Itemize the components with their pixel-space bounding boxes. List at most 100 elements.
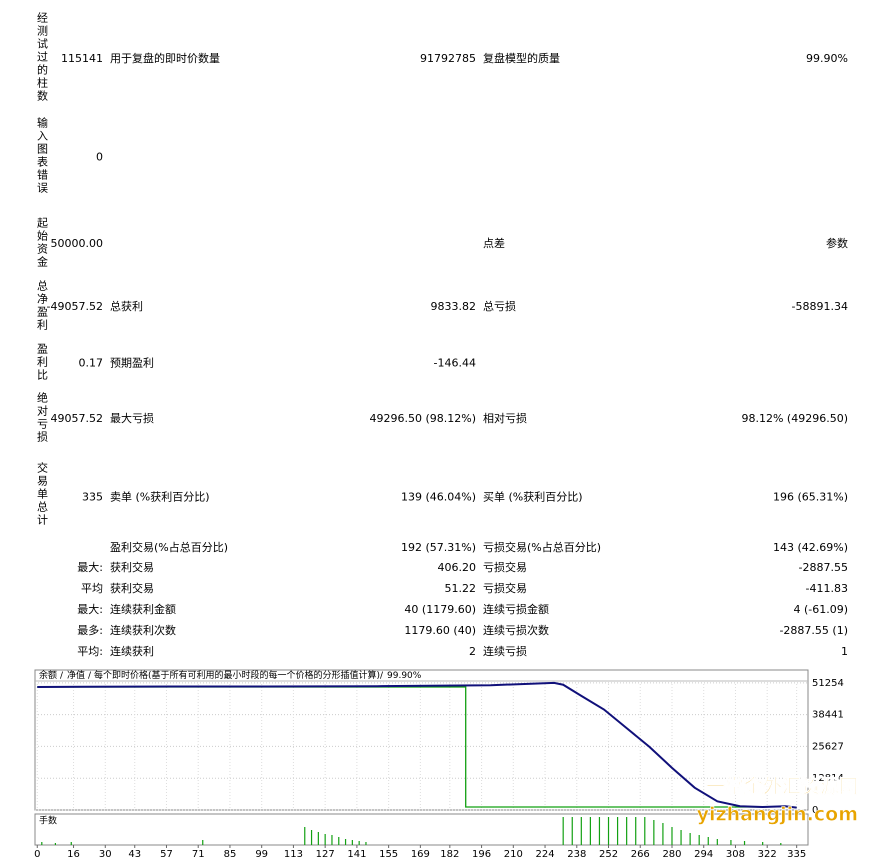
stat-value: -2887.55 (1) xyxy=(779,624,848,637)
summary-label: 起始资金 xyxy=(36,217,49,269)
stat-row-label: 最大: xyxy=(77,602,103,616)
stat-value: 9833.82 xyxy=(431,300,477,313)
x-tick-label: 210 xyxy=(504,849,523,860)
stat-label: 连续获利金额 xyxy=(110,602,176,616)
stat-value: 40 (1179.60) xyxy=(404,603,476,616)
legend-sep: / xyxy=(380,671,384,681)
x-tick-label: 252 xyxy=(599,849,618,860)
x-tick-label: 113 xyxy=(284,849,303,860)
stat-value: -58891.34 xyxy=(792,300,848,313)
stat-label: 相对亏损 xyxy=(483,411,527,425)
summary-value: 0.17 xyxy=(79,357,104,370)
stat-label: 总获利 xyxy=(110,299,143,313)
stat-value: 2 xyxy=(469,645,476,658)
stat-value: 139 (46.04%) xyxy=(401,491,476,504)
x-tick-label: 43 xyxy=(128,849,141,860)
summary-value: 335 xyxy=(82,491,103,504)
stat-row-label: 平均: xyxy=(77,645,103,658)
stat-label: 亏损交易 xyxy=(483,560,527,574)
summary-label: 总净盈利 xyxy=(36,279,49,332)
stat-value: -146.44 xyxy=(434,357,476,370)
stat-label: 亏损交易 xyxy=(483,581,527,595)
stat-label: 卖单 (%获利百分比) xyxy=(110,491,210,504)
stat-value: 406.20 xyxy=(438,561,477,574)
x-tick-label: 308 xyxy=(726,849,745,860)
x-tick-label: 30 xyxy=(99,849,112,860)
x-tick-label: 127 xyxy=(316,849,335,860)
y-tick-label: 0 xyxy=(812,805,818,816)
x-tick-label: 16 xyxy=(67,849,80,860)
x-tick-label: 99 xyxy=(255,849,268,860)
x-tick-label: 85 xyxy=(224,849,237,860)
summary-value: 50000.00 xyxy=(51,237,104,250)
legend-quality: 99.90% xyxy=(387,671,422,681)
stat-label: 亏损交易(%占总百分比) xyxy=(483,540,601,554)
stat-value: 196 (65.31%) xyxy=(773,491,848,504)
stat-value: 98.12% (49296.50) xyxy=(741,412,848,425)
summary-value: 49057.52 xyxy=(51,412,104,425)
stat-value: 99.90% xyxy=(806,52,848,65)
x-tick-label: 238 xyxy=(567,849,586,860)
stat-label: 最大亏损 xyxy=(110,411,154,425)
stat-label: 获利交易 xyxy=(110,560,154,574)
stat-label: 预期盈利 xyxy=(110,357,154,370)
chart-frame xyxy=(34,669,809,811)
stat-value: 192 (57.31%) xyxy=(401,541,476,554)
stat-row-label: 平均 xyxy=(81,582,103,595)
x-tick-label: 182 xyxy=(440,849,459,860)
x-tick-label: 196 xyxy=(472,849,491,860)
y-tick-label: 12814 xyxy=(812,773,844,784)
stat-value: -411.83 xyxy=(806,582,848,595)
summary-label: 经测试过的柱数 xyxy=(36,12,49,103)
volume-label: 手数 xyxy=(39,815,57,827)
stat-value: -2887.55 xyxy=(799,561,848,574)
x-tick-label: 266 xyxy=(631,849,650,860)
summary-label: 绝对亏损 xyxy=(36,391,49,444)
x-tick-label: 141 xyxy=(347,849,366,860)
stat-value: 143 (42.69%) xyxy=(773,541,848,554)
stat-value: 4 (-61.09) xyxy=(793,603,848,616)
stat-label: 复盘模型的质量 xyxy=(483,51,560,65)
summary-value: 0 xyxy=(96,151,103,164)
x-tick-label: 57 xyxy=(160,849,173,860)
stat-value: 91792785 xyxy=(420,52,476,65)
stat-label: 连续亏损次数 xyxy=(483,623,549,637)
summary-label: 交易单总计 xyxy=(36,461,49,527)
stat-value: 51.22 xyxy=(445,582,477,595)
watermark: 一掌金外汇资源网 xyxy=(706,775,858,798)
summary-label: 输入图表错误 xyxy=(36,116,49,195)
x-tick-label: 294 xyxy=(694,849,713,860)
series-line xyxy=(37,681,797,809)
watermark: yizhangjin.com xyxy=(697,804,858,826)
stat-row-label: 最大: xyxy=(77,560,103,574)
stat-label: 盈利交易(%占总百分比) xyxy=(110,540,228,554)
stat-label: 点差 xyxy=(483,236,505,250)
stat-value: 49296.50 (98.12%) xyxy=(369,412,476,425)
x-tick-label: 71 xyxy=(192,849,205,860)
x-tick-label: 155 xyxy=(379,849,398,860)
stat-label: 连续获利 xyxy=(110,644,154,658)
x-tick-label: 224 xyxy=(535,849,554,860)
legend-balance: 余额 xyxy=(39,669,57,681)
stat-label: 总亏损 xyxy=(483,299,516,313)
stat-label: 买单 (%获利百分比) xyxy=(483,491,583,504)
x-tick-label: 335 xyxy=(787,849,806,860)
legend-model: 每个即时价格(基于所有可利用的最小时段的每一个价格的分形插值计算) xyxy=(94,669,380,681)
summary-value: -49057.52 xyxy=(47,300,103,313)
stat-label: 用于复盘的即时价数量 xyxy=(110,51,220,65)
summary-value: 115141 xyxy=(61,52,103,65)
stat-row-label: 最多: xyxy=(77,623,103,637)
stat-label: 连续亏损 xyxy=(483,644,527,658)
y-tick-label: 38441 xyxy=(812,710,844,721)
stat-label: 连续获利次数 xyxy=(110,623,176,637)
stat-value: 参数 xyxy=(826,236,848,250)
y-tick-label: 25627 xyxy=(812,741,844,752)
legend-equity: 净值 xyxy=(67,669,85,681)
stat-value: 1179.60 (40) xyxy=(404,624,476,637)
stat-value: 1 xyxy=(841,645,848,658)
y-tick-label: 51254 xyxy=(812,678,844,689)
stat-label: 连续亏损金额 xyxy=(483,602,549,616)
stat-label: 获利交易 xyxy=(110,581,154,595)
x-tick-label: 322 xyxy=(758,849,777,860)
